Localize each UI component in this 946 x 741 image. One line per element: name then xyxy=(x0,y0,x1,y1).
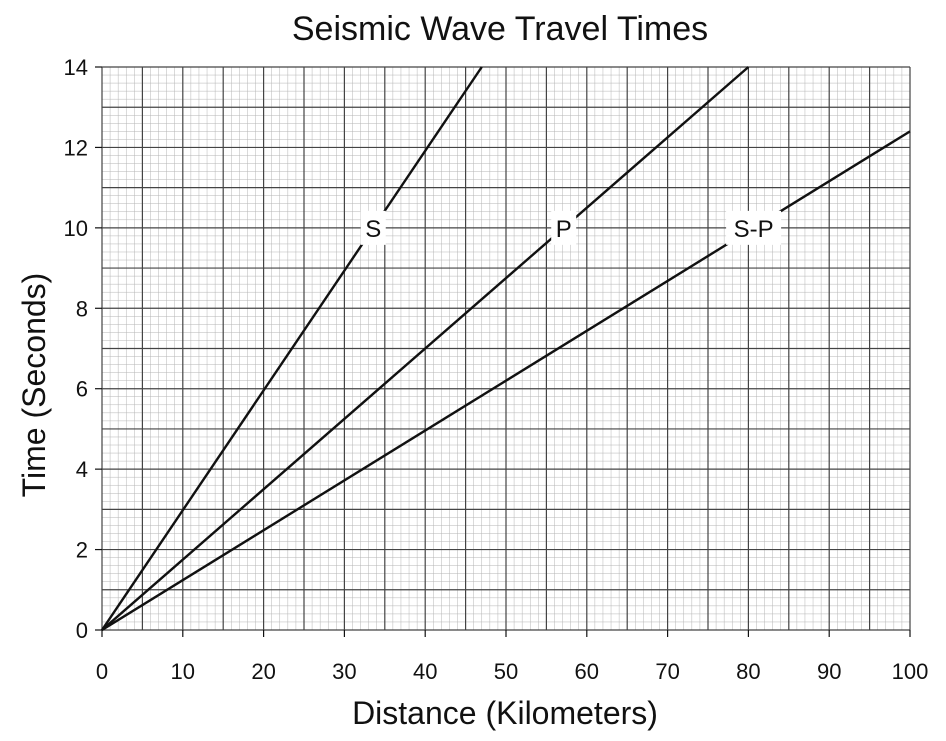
y-tick-label: 6 xyxy=(76,377,88,402)
tick-labels: 0 10 20 30 40 50 60 70 80 90 100 0 2 4 6 8 10 12 14 xyxy=(64,55,929,684)
y-tick-label: 8 xyxy=(76,296,88,321)
y-tick-label: 12 xyxy=(64,135,88,160)
x-tick-label: 20 xyxy=(251,659,275,684)
x-tick-label: 40 xyxy=(413,659,437,684)
x-tick-label: 100 xyxy=(892,659,929,684)
x-tick-label: 90 xyxy=(817,659,841,684)
y-tick-label: 4 xyxy=(76,457,88,482)
y-tick-label: 10 xyxy=(64,216,88,241)
major-grid xyxy=(101,66,911,631)
x-tick-label: 10 xyxy=(171,659,195,684)
y-tick-label: 0 xyxy=(76,618,88,643)
chart-title: Seismic Wave Travel Times xyxy=(292,10,708,48)
series-labels: S P S-P xyxy=(360,210,782,245)
x-tick-label: 60 xyxy=(575,659,599,684)
x-tick-label: 30 xyxy=(332,659,356,684)
x-tick-label: 70 xyxy=(655,659,679,684)
x-tick-label: 50 xyxy=(494,659,518,684)
y-axis-label: Time (Seconds) xyxy=(16,273,52,498)
series-layer: S P S-P xyxy=(101,66,911,632)
series-label-p: P xyxy=(556,216,572,243)
series-line-p xyxy=(101,66,750,631)
series-label-bg xyxy=(360,210,386,245)
y-tick-label: 14 xyxy=(64,55,88,80)
series-label-s: S xyxy=(365,216,381,243)
series-line-s xyxy=(101,66,483,631)
y-tick-label: 2 xyxy=(76,538,88,563)
series-label-bg xyxy=(726,210,782,245)
series-label-s-p: S-P xyxy=(734,216,774,243)
series-label-bg xyxy=(551,210,577,245)
x-tick-label: 80 xyxy=(736,659,760,684)
x-axis-label: Distance (Kilometers) xyxy=(352,695,658,731)
x-tick-label: 0 xyxy=(96,659,108,684)
